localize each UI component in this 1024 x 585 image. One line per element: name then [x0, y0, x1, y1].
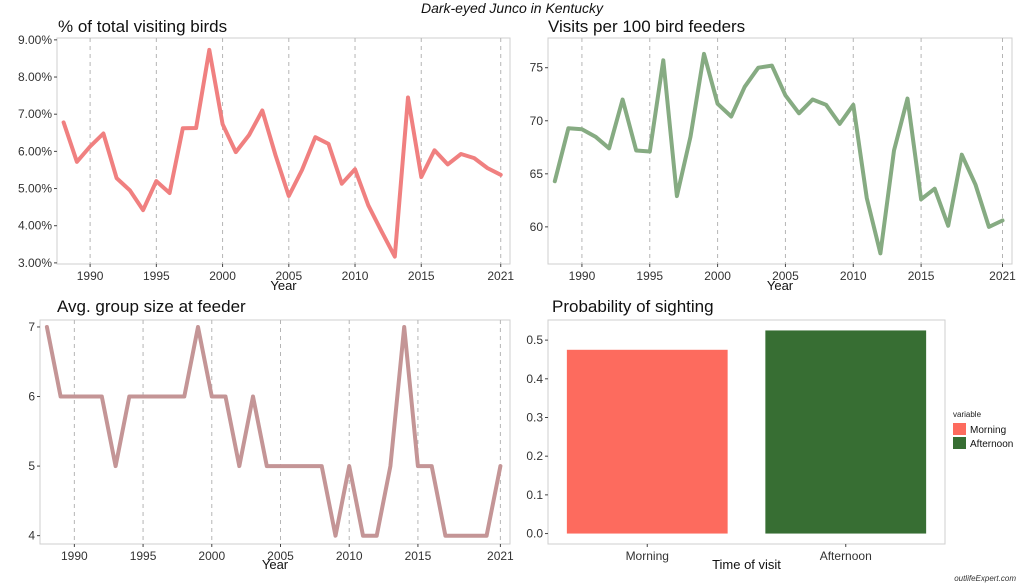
x-axis-label: Year — [767, 278, 794, 293]
x-tick-label: 1990 — [569, 269, 596, 283]
y-tick-label: 6 — [28, 390, 35, 404]
y-tick-label: 6.00% — [18, 144, 52, 158]
x-tick-label: 2021 — [487, 269, 514, 283]
y-tick-label: 70 — [530, 114, 544, 128]
bar-morning — [566, 349, 728, 534]
series-line — [61, 47, 503, 259]
y-tick-label: 7 — [28, 320, 35, 334]
x-axis-label: Year — [270, 278, 297, 293]
x-axis-label: Time of visit — [712, 557, 781, 572]
chart-panel-1: % of total visiting birds 3.00% 4.00% 5.00%… — [18, 17, 514, 293]
y-tick-label: 75 — [530, 61, 544, 75]
x-tick-label: Morning — [626, 549, 669, 563]
plot-frame — [56, 37, 511, 265]
x-tick-label: 2010 — [840, 269, 867, 283]
x-tick-label: 2005 — [275, 269, 302, 283]
x-tick-label: 2005 — [772, 269, 799, 283]
x-tick-label: 1990 — [77, 269, 104, 283]
bar-afternoon — [765, 330, 927, 534]
x-tick-label: 2000 — [198, 549, 225, 563]
chart-panel-2: Visits per 100 bird feeders 60 65 70 75 Year 1… — [530, 17, 1017, 293]
y-tick-label: 7.00% — [18, 107, 52, 121]
legend-swatch — [953, 437, 966, 449]
x-tick-label: 1995 — [143, 269, 170, 283]
y-tick-label: 0.2 — [526, 449, 543, 463]
x-tick-label: 2015 — [908, 269, 935, 283]
legend-label: Morning — [970, 425, 1006, 436]
x-tick-label: 2021 — [487, 549, 514, 563]
legend-label: Afternoon — [970, 439, 1013, 450]
y-tick-label: 0.4 — [526, 372, 543, 386]
x-tick-label: 1990 — [61, 549, 88, 563]
chart-panel-3: Avg. group size at feeder 4 5 6 7 Year 1990 199… — [28, 297, 514, 572]
x-tick-label: 1995 — [130, 549, 157, 563]
plot-frame — [39, 319, 511, 545]
y-tick-label: 0.3 — [526, 410, 543, 424]
plot-frame — [547, 37, 1013, 265]
x-tick-label: 2010 — [342, 269, 369, 283]
x-tick-label: 2000 — [209, 269, 236, 283]
panel-title: Probability of sighting — [552, 297, 714, 316]
y-tick-label: 4.00% — [18, 219, 52, 233]
x-tick-label: 2021 — [989, 269, 1016, 283]
y-tick-label: 65 — [530, 167, 544, 181]
x-tick-label: 2015 — [408, 269, 435, 283]
panel-title: % of total visiting birds — [58, 17, 227, 36]
y-tick-label: 60 — [530, 220, 544, 234]
figure-title: Dark-eyed Junco in Kentucky — [420, 0, 604, 16]
x-tick-label: 2010 — [336, 549, 363, 563]
chart-panel-4: Probability of sighting 0.0 0.1 0.2 0.3 0.4 0.… — [526, 297, 1013, 572]
y-tick-label: 5.00% — [18, 182, 52, 196]
y-tick-label: 5 — [28, 459, 35, 473]
y-tick-label: 0.1 — [526, 488, 543, 502]
series-line — [552, 51, 1005, 256]
y-tick-label: 4 — [28, 529, 35, 543]
x-tick-label: 1995 — [636, 269, 663, 283]
x-tick-label: 2005 — [267, 549, 294, 563]
watermark-text: outlifeExpert.com — [954, 574, 1016, 583]
y-tick-label: 0.5 — [526, 333, 543, 347]
y-tick-label: 3.00% — [18, 256, 52, 270]
x-tick-label: Afternoon — [820, 549, 872, 563]
y-tick-label: 9.00% — [18, 33, 52, 47]
x-tick-label: 2015 — [405, 549, 432, 563]
x-tick-label: 2000 — [704, 269, 731, 283]
legend: variable Morning Afternoon — [953, 410, 1013, 450]
y-tick-label: 8.00% — [18, 70, 52, 84]
y-tick-label: 0.0 — [526, 527, 543, 541]
panel-title: Avg. group size at feeder — [57, 297, 246, 316]
panel-title: Visits per 100 bird feeders — [548, 17, 745, 36]
series-line — [44, 325, 503, 538]
plot-frame — [547, 319, 946, 545]
legend-title: variable — [953, 410, 982, 419]
x-axis-label: Year — [262, 557, 289, 572]
legend-swatch — [953, 423, 966, 435]
